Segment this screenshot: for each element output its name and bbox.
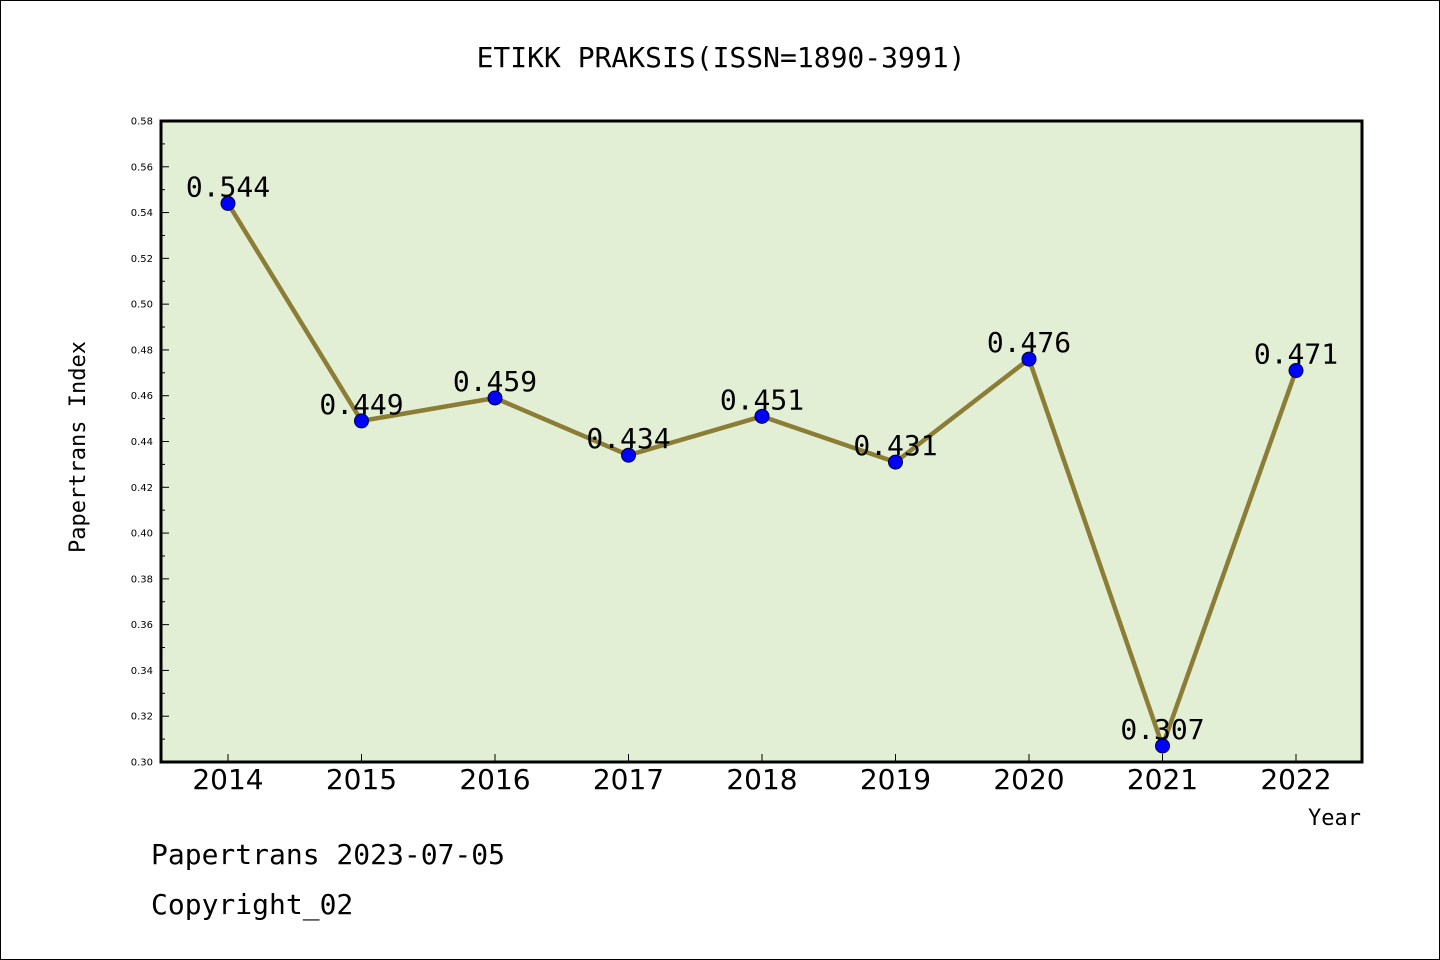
- y-tick-label: 0.30: [131, 758, 153, 769]
- y-tick-label: 0.42: [131, 483, 153, 494]
- y-tick-label: 0.36: [131, 620, 153, 631]
- y-tick-label: 0.52: [131, 254, 153, 265]
- y-tick-label: 0.48: [131, 345, 153, 356]
- data-label: 0.471: [1254, 338, 1338, 371]
- data-point: [621, 447, 636, 463]
- y-tick-label: 0.50: [131, 300, 153, 311]
- x-axis: 2014 2015 2016 2017 2018 2019 2020 2021 2022: [192, 754, 1332, 796]
- data-point: [1021, 351, 1037, 367]
- data-point: [354, 413, 369, 429]
- footer-date: Papertrans 2023-07-05: [151, 838, 505, 871]
- x-tick-label: 2020: [993, 763, 1064, 796]
- data-label: 0.449: [319, 388, 403, 421]
- y-axis: 0.30 0.32 0.34 0.36 0.38 0.40 0.42 0.44 0.46 0.48…: [131, 117, 169, 769]
- chart-title: ETIKK PRAKSIS(ISSN=1890-3991): [477, 41, 966, 74]
- data-label: 0.476: [987, 326, 1071, 359]
- x-tick-label: 2021: [1127, 763, 1198, 796]
- x-tick-label: 2017: [593, 763, 664, 796]
- data-point: [888, 454, 903, 470]
- footer-copyright: Copyright_02: [151, 888, 353, 922]
- data-point: [220, 195, 236, 211]
- data-point: [1288, 363, 1304, 379]
- data-label: 0.544: [186, 170, 270, 203]
- y-tick-label: 0.34: [131, 666, 153, 677]
- x-tick-label: 2014: [192, 763, 263, 796]
- y-tick-label: 0.44: [131, 437, 153, 448]
- data-label: 0.459: [453, 365, 537, 398]
- data-label: 0.431: [853, 429, 937, 462]
- y-tick-label: 0.38: [131, 574, 153, 585]
- y-tick-label: 0.32: [131, 712, 153, 723]
- data-point: [1155, 738, 1170, 754]
- x-tick-label: 2015: [326, 763, 397, 796]
- data-labels: 0.544 0.449 0.459 0.434 0.451 0.431 0.476 0.307…: [186, 170, 1338, 746]
- data-label: 0.307: [1120, 713, 1204, 746]
- x-tick-label: 2019: [860, 763, 931, 796]
- data-point: [487, 390, 503, 406]
- y-tick-label: 0.54: [131, 208, 153, 219]
- data-label: 0.451: [720, 383, 804, 416]
- data-point: [754, 408, 770, 424]
- y-tick-label: 0.46: [131, 391, 153, 402]
- y-tick-label: 0.58: [131, 117, 153, 128]
- y-axis-title: Papertrans Index: [66, 341, 91, 553]
- plot-area: [159, 119, 1364, 764]
- data-label: 0.434: [586, 422, 670, 455]
- x-tick-label: 2018: [726, 763, 797, 796]
- x-tick-label: 2016: [459, 763, 530, 796]
- y-tick-label: 0.56: [131, 162, 153, 173]
- x-axis-title: Year: [1308, 806, 1361, 831]
- y-tick-label: 0.40: [131, 529, 153, 540]
- x-tick-label: 2022: [1260, 763, 1331, 796]
- data-markers: [220, 195, 1304, 754]
